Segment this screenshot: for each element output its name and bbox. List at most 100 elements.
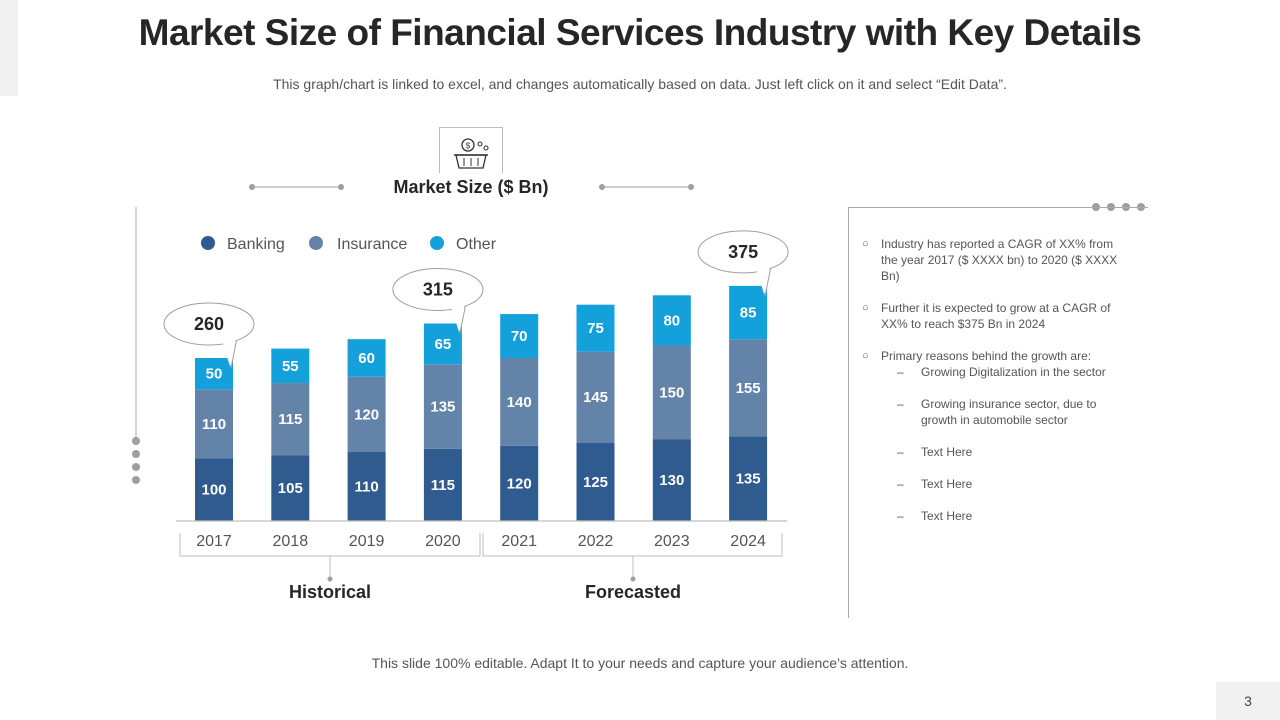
data-label-other-2017: 50 <box>206 366 223 383</box>
data-label-insurance-2021: 140 <box>507 394 532 411</box>
x-tick-label-2023: 2023 <box>654 533 690 550</box>
legend-item-other: Other <box>430 236 497 253</box>
note-text: Further it is expected to grow at a CAGR… <box>881 301 1111 331</box>
bar-banking-2019 <box>347 452 386 521</box>
corner-tab <box>0 0 18 96</box>
dash-bullet-icon: – <box>897 509 904 523</box>
x-tick-label-2018: 2018 <box>273 533 309 550</box>
svg-text:Insurance: Insurance <box>337 236 407 253</box>
callout-total-2020: 315 <box>392 267 484 334</box>
data-label-banking-2017: 100 <box>201 482 226 499</box>
sub-note-item: – Growing Digitalization in the sector <box>862 364 1127 380</box>
bar-insurance-2019 <box>347 376 386 453</box>
sub-note-text: Growing Digitalization in the sector <box>921 365 1106 379</box>
data-label-other-2020: 65 <box>435 336 452 353</box>
bar-insurance-2022 <box>576 351 615 443</box>
data-label-banking-2021: 120 <box>507 475 532 492</box>
data-label-banking-2023: 130 <box>659 472 684 489</box>
data-label-insurance-2023: 150 <box>659 384 684 401</box>
sub-note-text: Text Here <box>921 509 973 523</box>
callout-total-2024: 375 <box>697 230 789 297</box>
data-label-other-2021: 70 <box>511 328 528 345</box>
circle-bullet-icon: ○ <box>862 238 869 250</box>
callout-label-2020: 315 <box>423 279 453 299</box>
callouts-layer: 260 315 375 <box>163 230 789 369</box>
bar-insurance-2017 <box>195 389 233 459</box>
callout-tail-fill <box>450 302 465 332</box>
bar-insurance-2020 <box>423 364 462 449</box>
notes-panel-border <box>848 207 849 618</box>
icon-box: $ <box>439 127 503 173</box>
data-label-other-2023: 80 <box>663 312 680 329</box>
slide-title: Market Size of Financial Services Indust… <box>138 12 1142 53</box>
x-tick-label-2020: 2020 <box>425 533 461 550</box>
bar-other-2023 <box>652 295 691 346</box>
group-label-historical: Historical <box>289 582 371 602</box>
circle-bullet-icon: ○ <box>862 302 869 314</box>
bar-insurance-2024 <box>729 339 768 437</box>
callout-total-2017: 260 <box>163 302 255 369</box>
bar-other-2019 <box>347 339 386 377</box>
bar-insurance-2018 <box>271 383 310 456</box>
data-label-other-2018: 55 <box>282 358 299 375</box>
group-brackets <box>179 533 783 582</box>
bar-other-2024 <box>729 285 768 340</box>
svg-text:$: $ <box>466 142 471 151</box>
callout-tail-fill <box>756 264 771 294</box>
bar-other-2022 <box>576 304 615 352</box>
page-number: 3 <box>1216 682 1280 720</box>
data-label-other-2019: 60 <box>358 350 375 367</box>
dash-bullet-icon: – <box>897 477 904 491</box>
note-item: ○ Further it is expected to grow at a CA… <box>862 300 1127 332</box>
data-label-other-2022: 75 <box>587 320 604 337</box>
callout-label-2017: 260 <box>194 314 224 334</box>
x-tick-label-2019: 2019 <box>349 533 385 550</box>
callout-bubble <box>163 302 255 346</box>
slide-footer: This slide 100% editable. Adapt It to yo… <box>371 655 909 671</box>
x-tick-label-2021: 2021 <box>501 533 537 550</box>
sub-note-item: – Text Here <box>862 444 1127 460</box>
chart-legend: Banking Insurance Other <box>201 236 497 253</box>
data-label-other-2024: 85 <box>740 305 757 322</box>
note-text: Primary reasons behind the growth are: <box>881 349 1092 363</box>
data-label-insurance-2024: 155 <box>736 380 761 397</box>
data-label-insurance-2020: 135 <box>430 399 455 416</box>
left-decor <box>132 207 140 484</box>
data-label-banking-2020: 115 <box>431 477 455 494</box>
bar-banking-2024 <box>729 436 768 521</box>
bar-insurance-2023 <box>652 345 691 440</box>
chart-title: Market Size ($ Bn) <box>393 177 548 197</box>
bar-other-2021 <box>500 314 539 358</box>
svg-text:Banking: Banking <box>227 236 285 253</box>
note-text: Industry has reported a CAGR of XX% from… <box>881 237 1118 283</box>
sub-note-text: Text Here <box>921 445 973 459</box>
x-tick-labels: 2017 2018 2019 2020 2021 2022 2023 2024 <box>196 533 766 550</box>
sub-note-text: Growing insurance sector, due to growth … <box>921 397 1097 427</box>
x-tick-label-2017: 2017 <box>196 533 232 550</box>
circle-bullet-icon: ○ <box>862 350 869 362</box>
data-label-banking-2019: 110 <box>354 479 378 496</box>
data-label-insurance-2019: 120 <box>354 406 379 423</box>
group-label-forecasted: Forecasted <box>585 582 681 602</box>
basket-money-icon: $ <box>454 138 489 169</box>
legend-item-banking: Banking <box>201 236 285 253</box>
svg-text:Other: Other <box>456 236 497 253</box>
dash-bullet-icon: – <box>897 365 904 379</box>
bar-banking-2018 <box>271 455 310 521</box>
x-tick-label-2024: 2024 <box>730 533 766 550</box>
note-item: ○ Industry has reported a CAGR of XX% fr… <box>862 236 1127 284</box>
data-label-banking-2024: 135 <box>736 471 761 488</box>
callout-label-2024: 375 <box>728 242 758 262</box>
bar-banking-2020 <box>423 448 462 521</box>
callout-bubble <box>697 230 789 274</box>
note-item: ○ Primary reasons behind the growth are: <box>862 348 1127 364</box>
bar-other-2018 <box>271 348 310 384</box>
bars-layer: 100 110 50 105 115 55 110 120 60 115 135 65 120 140 70… <box>195 285 768 521</box>
slide-subtitle: This graph/chart is linked to excel, and… <box>273 76 1007 92</box>
notes-panel-top-line <box>848 207 1148 208</box>
sub-note-item: – Growing insurance sector, due to growt… <box>862 396 1127 428</box>
data-label-banking-2018: 105 <box>278 480 303 497</box>
title-decor <box>249 184 694 190</box>
callout-tail-fill <box>222 336 236 366</box>
